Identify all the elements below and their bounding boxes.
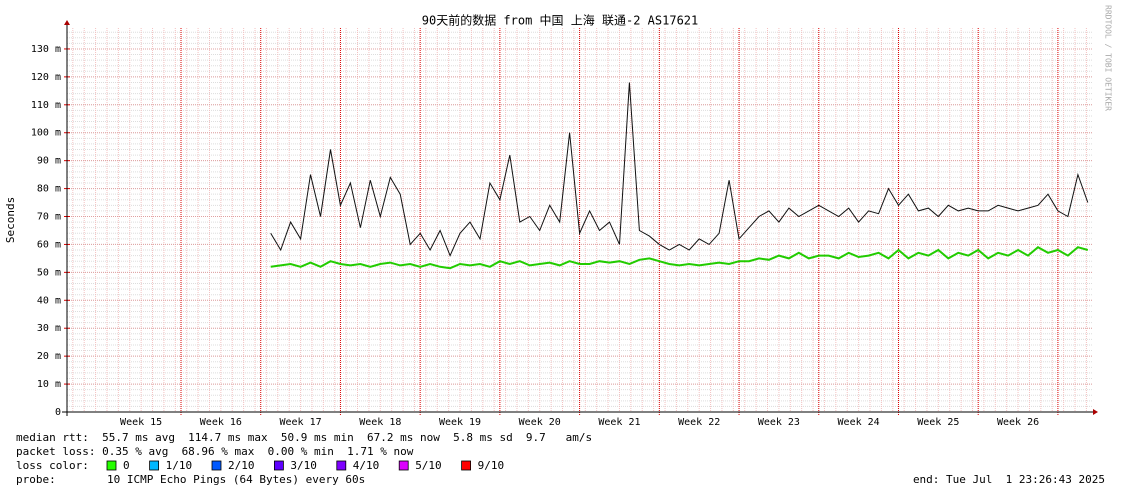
legend-swatch bbox=[273, 460, 284, 471]
y-tick-label: 10 m bbox=[37, 379, 61, 390]
probe-label: probe: bbox=[16, 473, 56, 486]
x-tick-label: Week 20 bbox=[519, 417, 561, 428]
legend-label: 3/10 bbox=[290, 459, 317, 472]
x-arrow bbox=[1093, 409, 1098, 415]
y-tick-label: 100 m bbox=[31, 128, 61, 139]
end-time: end: Tue Jul 1 23:26:43 2025 bbox=[913, 473, 1105, 486]
legend-label: 5/10 bbox=[415, 459, 442, 472]
y-tick-label: 120 m bbox=[31, 72, 61, 83]
x-tick-label: Week 15 bbox=[120, 417, 162, 428]
y-tick-label: 60 m bbox=[37, 239, 61, 250]
legend-label: 2/10 bbox=[228, 459, 255, 472]
x-tick-label: Week 21 bbox=[598, 417, 640, 428]
stats-line: median rtt: 55.7 ms avg 114.7 ms max 50.… bbox=[16, 431, 592, 444]
stats-line: packet loss: 0.35 % avg 68.96 % max 0.00… bbox=[16, 445, 414, 458]
grid bbox=[64, 28, 1093, 415]
credit: RRDTOOL / TOBI OETIKER bbox=[1104, 5, 1113, 111]
y-tick-label: 30 m bbox=[37, 323, 61, 334]
x-tick-label: Week 22 bbox=[678, 417, 720, 428]
legend-swatch bbox=[149, 460, 160, 471]
plot bbox=[270, 82, 1089, 270]
x-tick-label: Week 18 bbox=[359, 417, 401, 428]
axes bbox=[62, 20, 1098, 416]
y-tick-label: 130 m bbox=[31, 44, 61, 55]
y-tick-label: 20 m bbox=[37, 351, 61, 362]
y-tick-label: 50 m bbox=[37, 267, 61, 278]
legend-swatch bbox=[461, 460, 472, 471]
series-line bbox=[270, 82, 1089, 257]
legend-swatch bbox=[211, 460, 222, 471]
series-line bbox=[270, 245, 1089, 270]
legend-label: 9/10 bbox=[478, 459, 505, 472]
x-tick-label: Week 26 bbox=[997, 417, 1039, 428]
probe: 10 ICMP Echo Pings (64 Bytes) every 60s bbox=[107, 473, 365, 486]
y-tick-label: 80 m bbox=[37, 184, 61, 195]
y-tick-label: 110 m bbox=[31, 100, 61, 111]
y-tick-label: 70 m bbox=[37, 212, 61, 223]
legend-label: 1/10 bbox=[166, 459, 193, 472]
legend-label: 4/10 bbox=[353, 459, 380, 472]
y-tick-label: 90 m bbox=[37, 156, 61, 167]
y-tick-label: 40 m bbox=[37, 295, 61, 306]
legend-swatch bbox=[398, 460, 409, 471]
chart-title: 90天前的数据 from 中国 上海 联通-2 AS17621 bbox=[422, 13, 699, 28]
x-tick-label: Week 16 bbox=[200, 417, 242, 428]
x-tick-label: Week 19 bbox=[439, 417, 481, 428]
x-tick-label: Week 23 bbox=[758, 417, 800, 428]
legend-swatch bbox=[106, 460, 117, 471]
y-arrow bbox=[64, 20, 70, 25]
x-tick-label: Week 24 bbox=[838, 417, 880, 428]
loss-color-label: loss color: bbox=[16, 459, 89, 472]
x-tick-label: Week 17 bbox=[280, 417, 322, 428]
y-axis-label: Seconds bbox=[4, 197, 17, 243]
legend-label: 0 bbox=[123, 459, 130, 472]
legend-swatch bbox=[336, 460, 347, 471]
y-tick-label: 0 bbox=[55, 407, 61, 418]
x-tick-label: Week 25 bbox=[917, 417, 959, 428]
